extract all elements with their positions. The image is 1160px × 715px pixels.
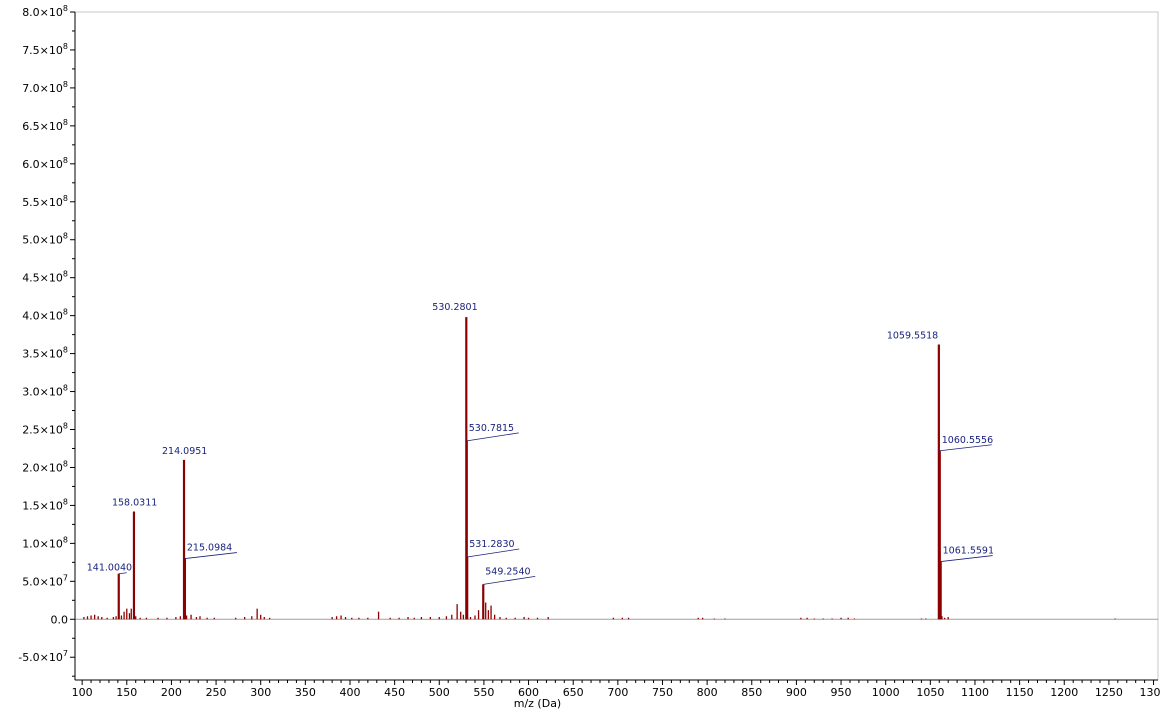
x-tick-label: 1100 bbox=[961, 686, 989, 699]
peak-label-leader bbox=[939, 444, 992, 452]
x-tick-label: 250 bbox=[206, 686, 227, 699]
x-tick-label: 1050 bbox=[916, 686, 944, 699]
x-tick-label: 1200 bbox=[1050, 686, 1078, 699]
x-tick-label: 200 bbox=[161, 686, 182, 699]
y-tick-label: 5.0×107 bbox=[22, 573, 68, 588]
peak-label: 141.0040 bbox=[87, 563, 132, 574]
x-tick-label: 700 bbox=[607, 686, 628, 699]
axes: 8.0×108 7.5×108 7.0×108 6.5×108 6.0×108 5.5×1… bbox=[18, 4, 1160, 699]
y-tick-label: 7.5×108 bbox=[22, 42, 68, 57]
x-tick-label: 1300 bbox=[1140, 686, 1160, 699]
y-tick-label: 5.0×108 bbox=[22, 232, 68, 247]
plot-frame bbox=[74, 11, 1159, 681]
x-tick-label: 150 bbox=[116, 686, 137, 699]
x-tick-label: 550 bbox=[473, 686, 494, 699]
y-tick-label: 7.0×108 bbox=[22, 80, 68, 95]
x-tick-label: 1000 bbox=[872, 686, 900, 699]
peak-label: 549.2540 bbox=[485, 566, 530, 577]
peak-label: 1061.5591 bbox=[943, 546, 994, 557]
peak-label: 530.7815 bbox=[469, 423, 514, 434]
peak-label: 1060.5556 bbox=[942, 435, 993, 446]
x-tick-label: 350 bbox=[295, 686, 316, 699]
x-tick-label: 1150 bbox=[1006, 686, 1034, 699]
y-tick-label: 1.0×108 bbox=[22, 535, 68, 550]
peak-label-leader bbox=[466, 432, 519, 442]
peak-label: 530.2801 bbox=[432, 302, 477, 313]
y-tick-label: 2.0×108 bbox=[22, 459, 68, 474]
x-tick-label: 650 bbox=[563, 686, 584, 699]
x-tick-label: 100 bbox=[72, 686, 93, 699]
peak-label: 215.0984 bbox=[187, 543, 232, 554]
x-tick-label: 750 bbox=[652, 686, 673, 699]
peak-label-leader bbox=[118, 572, 127, 575]
peak-label: 158.0311 bbox=[112, 497, 157, 508]
y-tick-label: 8.0×108 bbox=[22, 4, 68, 19]
x-tick-label: 300 bbox=[250, 686, 271, 699]
peak-label: 214.0951 bbox=[162, 446, 207, 457]
plot-area bbox=[74, 11, 1159, 681]
peaks bbox=[83, 317, 1116, 620]
y-tick-label: 6.0×108 bbox=[22, 156, 68, 171]
y-tick-label: 2.5×108 bbox=[22, 422, 68, 437]
peak-labels: 141.0040 158.0311 214.0951 215.0984 530.2801… bbox=[87, 302, 994, 585]
x-tick-label: 950 bbox=[831, 686, 852, 699]
y-tick-label: 6.5×108 bbox=[22, 118, 68, 133]
peak-label-leader bbox=[940, 555, 993, 562]
y-tick-label: 3.0×108 bbox=[22, 384, 68, 399]
peak-label-leader bbox=[184, 552, 237, 559]
y-tick-label: -5.0×107 bbox=[18, 649, 68, 664]
x-tick-label: 500 bbox=[429, 686, 450, 699]
peak-label: 531.2830 bbox=[469, 539, 514, 550]
y-tick-label: 1.5×108 bbox=[22, 497, 68, 512]
x-tick-label: 600 bbox=[518, 686, 539, 699]
x-tick-label: 1250 bbox=[1095, 686, 1123, 699]
x-tick-label: 400 bbox=[339, 686, 360, 699]
peak-label: 1059.5518 bbox=[887, 330, 938, 341]
y-tick-label: 4.5×108 bbox=[22, 270, 68, 285]
peak-label-leader bbox=[483, 575, 536, 585]
y-tick-label: 3.5×108 bbox=[22, 346, 68, 361]
y-tick-label: 5.5×108 bbox=[22, 194, 68, 209]
x-axis-label: m/z (Da) bbox=[514, 697, 562, 710]
x-tick-label: 450 bbox=[384, 686, 405, 699]
peak-label-leader bbox=[467, 548, 520, 558]
x-tick-label: 900 bbox=[786, 686, 807, 699]
x-tick-label: 850 bbox=[741, 686, 762, 699]
x-tick-label: 800 bbox=[697, 686, 718, 699]
y-tick-label: 0.0 bbox=[51, 613, 69, 626]
y-tick-label: 4.0×108 bbox=[22, 308, 68, 323]
